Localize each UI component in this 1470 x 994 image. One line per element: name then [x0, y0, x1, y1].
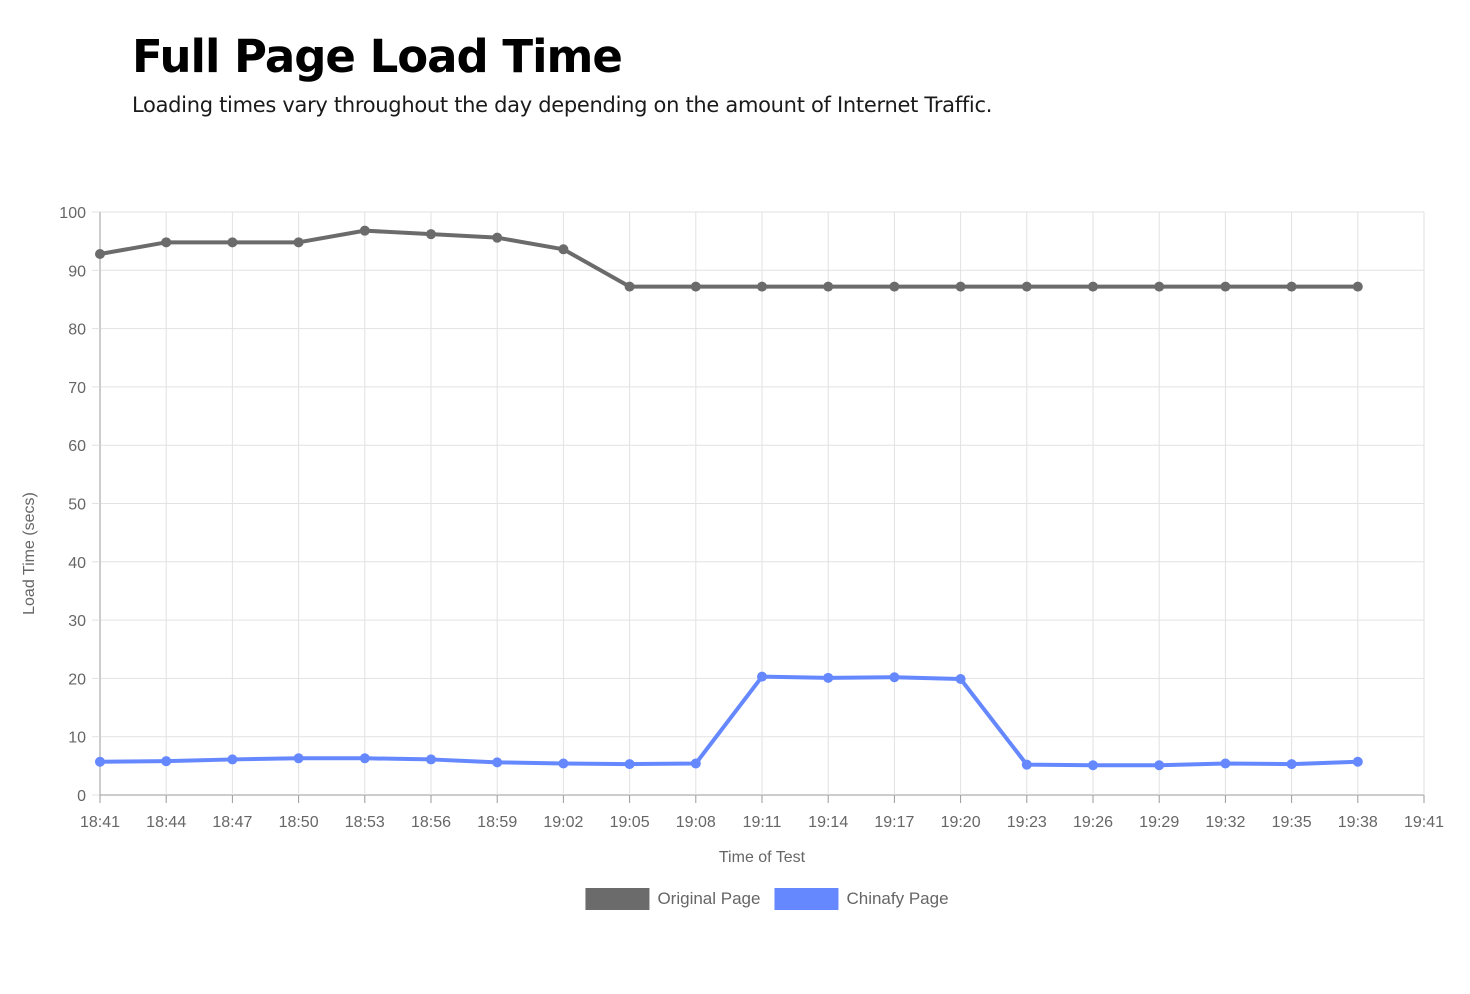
- data-point[interactable]: [95, 248, 105, 259]
- data-point[interactable]: [624, 759, 635, 770]
- x-tick-label: 19:14: [808, 814, 848, 831]
- data-point[interactable]: [359, 225, 370, 236]
- y-tick-label: 10: [68, 730, 86, 747]
- x-tick-label: 19:26: [1073, 814, 1113, 831]
- y-tick-label: 40: [68, 555, 86, 572]
- data-point[interactable]: [1088, 281, 1098, 292]
- legend: Original Page Chinafy Page: [585, 888, 949, 910]
- y-axis-title: Load Time (secs): [21, 492, 38, 615]
- series-1: [95, 671, 1363, 771]
- x-tick-label: 18:59: [477, 814, 517, 831]
- x-tick-label: 19:17: [874, 814, 914, 831]
- data-point[interactable]: [1286, 281, 1297, 292]
- x-tick-label: 19:08: [676, 814, 716, 831]
- y-tick-label: 90: [68, 263, 86, 280]
- data-point[interactable]: [624, 281, 635, 292]
- data-point[interactable]: [823, 281, 834, 292]
- data-point[interactable]: [1021, 759, 1032, 770]
- x-tick-label: 19:02: [543, 814, 583, 831]
- axes: 0 10 20 30 40 50 60 70 80 90 100 18:41 18:44 18:47 18:…: [59, 205, 1444, 831]
- data-point[interactable]: [1154, 281, 1165, 292]
- x-tick-label: 18:41: [80, 814, 120, 831]
- data-point[interactable]: [889, 672, 900, 683]
- x-axis-title: Time of Test: [719, 849, 806, 866]
- x-tick-label: 19:05: [610, 814, 650, 831]
- data-point[interactable]: [426, 229, 436, 240]
- x-tick-label: 19:20: [941, 814, 981, 831]
- x-tick-label: 18:53: [345, 814, 385, 831]
- x-tick-label: 19:23: [1007, 814, 1047, 831]
- x-tick-label: 19:41: [1404, 814, 1444, 831]
- x-tick-label: 18:47: [212, 814, 252, 831]
- data-point[interactable]: [359, 753, 370, 764]
- data-point[interactable]: [1021, 281, 1032, 292]
- data-point[interactable]: [1220, 281, 1231, 292]
- y-tick-label: 70: [68, 380, 86, 397]
- series-line: [98, 228, 1360, 289]
- y-tick-label: 20: [68, 671, 86, 688]
- x-tick-label: 19:38: [1338, 814, 1378, 831]
- data-point[interactable]: [558, 758, 569, 769]
- data-point[interactable]: [227, 237, 238, 248]
- y-tick-label: 100: [59, 205, 86, 222]
- x-tick-label: 19:35: [1272, 814, 1312, 831]
- data-point[interactable]: [823, 672, 834, 683]
- data-point[interactable]: [1352, 756, 1363, 767]
- page-subtitle: Loading times vary throughout the day de…: [132, 93, 993, 117]
- data-point[interactable]: [227, 754, 238, 765]
- y-tick-label: 60: [68, 438, 86, 455]
- data-point[interactable]: [1220, 758, 1231, 769]
- y-tick-label: 50: [68, 497, 86, 514]
- series-line: [98, 674, 1360, 768]
- x-tick-label: 18:50: [279, 814, 319, 831]
- legend-swatch: [585, 888, 650, 910]
- data-point[interactable]: [161, 237, 172, 248]
- data-point[interactable]: [690, 758, 701, 769]
- data-point[interactable]: [558, 244, 569, 255]
- x-tick-label: 18:56: [411, 814, 451, 831]
- data-point[interactable]: [757, 281, 767, 292]
- y-tick-label: 30: [68, 613, 86, 630]
- y-tick-label: 0: [77, 788, 86, 805]
- x-tick-label: 19:29: [1139, 814, 1179, 831]
- series-0: [95, 225, 1363, 292]
- series: [95, 225, 1363, 771]
- data-point[interactable]: [1088, 760, 1098, 771]
- data-point[interactable]: [426, 754, 436, 765]
- data-point[interactable]: [95, 756, 105, 767]
- legend-label: Chinafy Page: [846, 889, 948, 908]
- grid-lines: [99, 211, 1425, 796]
- data-point[interactable]: [161, 756, 172, 767]
- data-point[interactable]: [757, 671, 767, 682]
- legend-item[interactable]: Original Page: [585, 888, 760, 910]
- x-tick-label: 19:32: [1205, 814, 1245, 831]
- page-title: Full Page Load Time: [132, 30, 623, 83]
- data-point[interactable]: [1286, 759, 1297, 770]
- data-point[interactable]: [955, 281, 966, 292]
- data-point[interactable]: [889, 281, 900, 292]
- data-point[interactable]: [293, 237, 304, 248]
- x-tick-label: 19:11: [743, 814, 782, 831]
- legend-item[interactable]: Chinafy Page: [774, 888, 949, 910]
- data-point[interactable]: [955, 673, 966, 684]
- data-point[interactable]: [1154, 760, 1165, 771]
- data-point[interactable]: [293, 753, 304, 764]
- data-point[interactable]: [1352, 281, 1363, 292]
- legend-swatch: [774, 888, 839, 910]
- data-point[interactable]: [690, 281, 701, 292]
- data-point[interactable]: [492, 232, 503, 243]
- x-tick-label: 18:44: [146, 814, 186, 831]
- y-tick-label: 80: [68, 322, 86, 339]
- legend-label: Original Page: [657, 889, 760, 908]
- data-point[interactable]: [492, 757, 503, 768]
